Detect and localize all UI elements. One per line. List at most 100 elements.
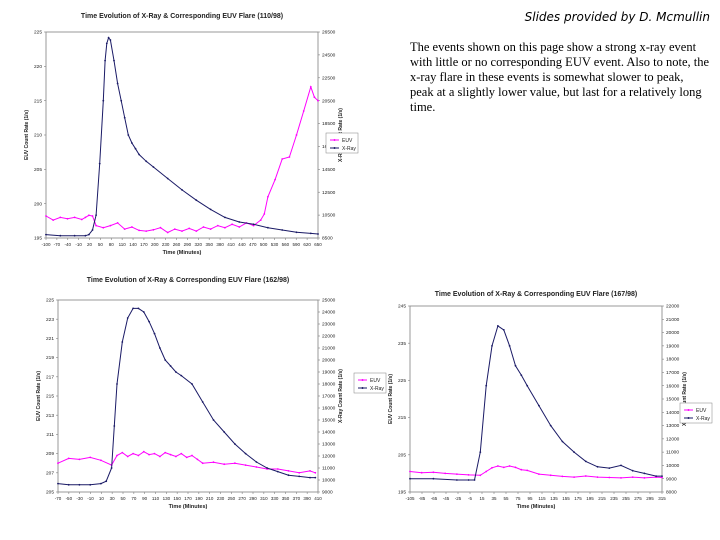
x-tick-label: 95 xyxy=(527,496,533,501)
data-point-euv xyxy=(287,470,290,472)
data-point-euv xyxy=(224,226,226,229)
data-point-xray xyxy=(538,404,540,407)
data-point-xray xyxy=(224,216,226,219)
data-point-euv xyxy=(169,453,172,456)
data-point-euv xyxy=(173,228,176,231)
data-point-xray xyxy=(120,99,123,102)
y-right-tick-label: 17000 xyxy=(322,394,336,400)
y-right-tick-label: 20500 xyxy=(322,98,336,104)
data-point-xray xyxy=(244,452,247,455)
data-point-xray xyxy=(138,153,141,156)
data-point-xray xyxy=(191,383,193,385)
data-point-euv xyxy=(317,99,319,102)
data-point-xray xyxy=(109,39,112,41)
legend-marker xyxy=(333,139,336,141)
y-left-tick-label: 225 xyxy=(34,30,42,36)
data-point-xray xyxy=(631,469,634,472)
data-point-xray xyxy=(126,317,129,319)
data-point-xray xyxy=(267,226,269,229)
legend-marker xyxy=(361,379,364,381)
data-point-euv xyxy=(314,471,317,474)
chart-162-98: Time Evolution of X-Ray & Corresponding … xyxy=(36,277,387,510)
x-tick-label: -45 xyxy=(443,496,450,501)
x-tick-label: 155 xyxy=(562,496,570,501)
data-point-euv xyxy=(109,224,112,227)
data-point-euv xyxy=(420,471,423,474)
data-point-xray xyxy=(520,374,523,376)
data-point-xray xyxy=(123,116,126,119)
x-tick-label: -105 xyxy=(405,496,415,501)
data-point-euv xyxy=(121,451,124,454)
x-tick-label: 410 xyxy=(314,496,322,501)
y-right-tick-label: 14000 xyxy=(666,410,680,416)
data-point-euv xyxy=(159,226,162,229)
x-tick-label: 10 xyxy=(99,496,105,501)
y-left-tick-label: 200 xyxy=(34,201,42,207)
data-point-euv xyxy=(216,224,219,227)
y-right-tick-label: 11000 xyxy=(666,450,679,456)
x-tick-label: 290 xyxy=(249,496,257,501)
data-point-euv xyxy=(302,110,305,112)
data-point-xray xyxy=(432,477,435,480)
x-tick-label: 130 xyxy=(163,496,171,501)
data-point-xray xyxy=(89,483,92,486)
y-right-axis-label: X-Ray Count Rate (1/s) xyxy=(682,372,688,426)
data-point-xray xyxy=(169,365,172,367)
data-point-euv xyxy=(244,464,247,466)
x-tick-label: 620 xyxy=(303,242,311,247)
data-point-euv xyxy=(148,453,151,456)
y-left-tick-label: 215 xyxy=(34,98,42,104)
y-left-tick-label: 207 xyxy=(46,470,54,476)
legend-marker xyxy=(687,417,690,419)
legend-label: X-Ray xyxy=(342,146,356,152)
data-point-euv xyxy=(643,477,646,479)
data-point-euv xyxy=(502,466,505,469)
data-point-xray xyxy=(98,162,101,165)
x-tick-label: 195 xyxy=(586,496,594,501)
data-point-xray xyxy=(561,440,564,443)
y-left-axis-label: EUV Count Rate (1/s) xyxy=(36,371,42,421)
legend-marker xyxy=(333,147,336,149)
y-right-tick-label: 8000 xyxy=(666,490,677,496)
data-point-euv xyxy=(91,215,94,217)
data-point-euv xyxy=(88,214,90,217)
data-point-euv xyxy=(573,476,575,478)
y-left-tick-label: 219 xyxy=(46,355,54,361)
data-point-xray xyxy=(549,424,552,427)
data-point-xray xyxy=(137,307,140,310)
data-point-euv xyxy=(549,474,552,477)
data-point-euv xyxy=(561,475,564,478)
data-point-euv xyxy=(223,463,226,466)
data-point-xray xyxy=(409,477,411,480)
x-tick-label: 110 xyxy=(152,496,160,501)
x-tick-label: -85 xyxy=(419,496,426,501)
x-axis-label: Time (Minutes) xyxy=(517,504,556,510)
y-right-tick-label: 22500 xyxy=(322,75,336,81)
y-right-tick-label: 26500 xyxy=(322,30,336,36)
data-point-xray xyxy=(148,320,151,323)
legend-label: X-Ray xyxy=(696,416,710,422)
y-right-tick-label: 18500 xyxy=(322,121,336,127)
data-point-euv xyxy=(191,454,193,457)
data-point-xray xyxy=(526,384,529,387)
y-left-tick-label: 225 xyxy=(46,298,54,304)
x-tick-label: -30 xyxy=(76,496,83,501)
x-tick-label: 75 xyxy=(515,496,521,501)
y-right-axis-label: X-Ray Count Rate (1/s) xyxy=(338,369,344,423)
series-line-euv xyxy=(409,465,663,479)
data-point-xray xyxy=(596,465,599,468)
data-point-xray xyxy=(209,208,212,211)
data-point-xray xyxy=(620,464,622,467)
data-point-xray xyxy=(116,383,118,385)
data-point-euv xyxy=(59,216,62,219)
data-point-euv xyxy=(145,230,148,233)
data-point-euv xyxy=(180,452,183,455)
y-right-tick-label: 22000 xyxy=(666,304,680,310)
chart-110-98: Time Evolution of X-Ray & Corresponding … xyxy=(24,13,359,256)
y-left-axis-label: EUV Count Rate (1/s) xyxy=(24,110,30,160)
data-point-euv xyxy=(444,472,447,475)
y-right-tick-label: 10000 xyxy=(322,478,336,484)
data-point-xray xyxy=(113,59,115,62)
y-left-tick-label: 225 xyxy=(398,378,406,384)
y-left-tick-label: 205 xyxy=(398,452,406,458)
